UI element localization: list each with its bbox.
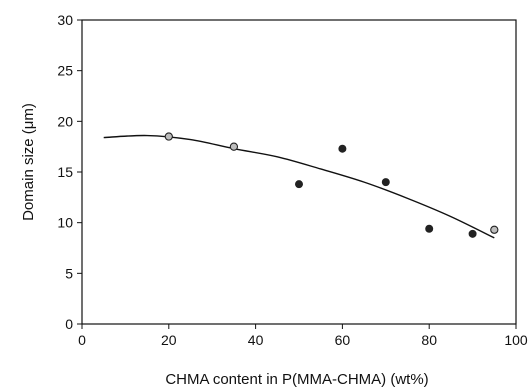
x-axis-label: CHMA content in P(MMA-CHMA) (wt%) [165, 371, 428, 388]
y-axis: 0 5 10 15 20 25 30 [57, 12, 82, 332]
x-tick-label: 100 [504, 332, 528, 348]
y-tick-label: 20 [57, 113, 73, 129]
x-tick-label: 40 [248, 332, 264, 348]
y-tick-label: 5 [65, 265, 73, 281]
plot-border [81, 19, 517, 325]
y-tick-label: 0 [65, 316, 73, 332]
filled-data-point [468, 229, 477, 238]
x-tick-label: 80 [421, 332, 437, 348]
filled-data-point [338, 144, 347, 153]
y-tick-label: 25 [57, 63, 73, 79]
open-data-point [490, 225, 499, 234]
data-points-layer [164, 132, 499, 238]
filled-data-point [425, 224, 434, 233]
x-tick-label: 20 [161, 332, 177, 348]
filled-data-point [294, 180, 303, 189]
plot-area [81, 19, 517, 325]
y-axis-label: Domain size (μm) [20, 103, 37, 221]
y-tick-label: 30 [57, 12, 73, 28]
open-data-point [164, 132, 173, 141]
x-axis: 0 20 40 60 80 100 [78, 324, 528, 348]
y-tick-label: 10 [57, 215, 73, 231]
y-tick-label: 15 [57, 164, 73, 180]
open-data-point [229, 142, 239, 151]
filled-data-point [381, 178, 390, 187]
x-tick-label: 60 [335, 332, 351, 348]
x-tick-label: 0 [78, 332, 86, 348]
